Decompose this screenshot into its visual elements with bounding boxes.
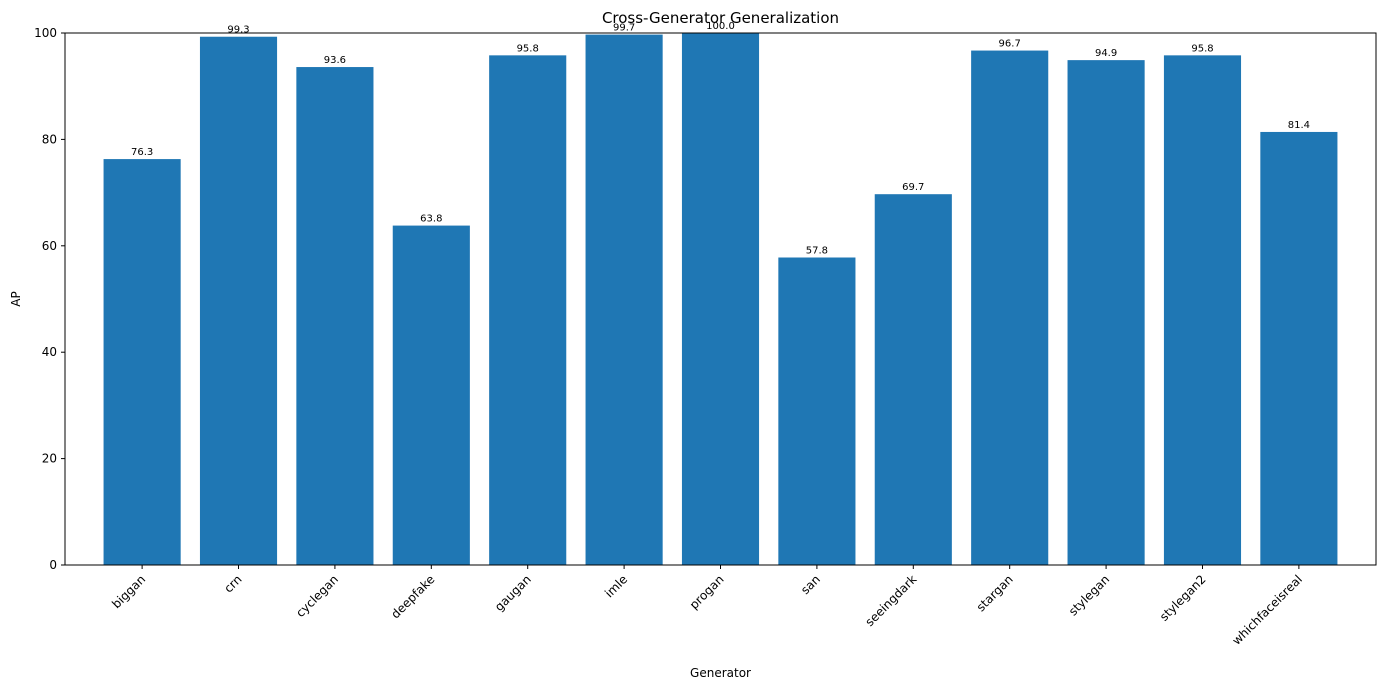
bar-value-label-stylegan2: 95.8 (1191, 43, 1213, 54)
bars-layer (103, 33, 1338, 566)
bar-deepfake (392, 225, 470, 566)
x-tick-label-crn: crn (221, 572, 244, 595)
bar-stargan (971, 50, 1049, 565)
bar-value-label-crn: 99.3 (227, 25, 249, 36)
x-tick-label-imle: imle (602, 572, 630, 600)
x-tick-label-gaugan: gaugan (492, 572, 534, 614)
bar-biggan (103, 159, 181, 566)
y-axis: 0 20 40 60 80 100 (34, 26, 65, 572)
x-tick-label-san: san (798, 572, 823, 597)
y-tick-label-60: 60 (42, 239, 57, 253)
y-tick-label-0: 0 (49, 558, 57, 572)
y-tick-label-40: 40 (42, 345, 57, 359)
x-tick-label-stylegan: stylegan (1066, 572, 1112, 618)
bar-value-label-deepfake: 63.8 (420, 214, 442, 225)
bar-value-label-imle: 99.7 (613, 23, 635, 34)
bar-value-label-biggan: 76.3 (131, 147, 153, 158)
bar-value-label-stargan: 96.7 (999, 39, 1021, 50)
bar-stylegan (1067, 60, 1145, 566)
bar-san (778, 257, 856, 565)
y-tick-label-80: 80 (42, 132, 57, 146)
x-tick-label-stargan: stargan (974, 572, 1016, 614)
x-axis: biggan crn cyclegan deepfake gaugan imle proga… (109, 565, 1305, 648)
x-tick-label-biggan: biggan (109, 572, 148, 611)
y-tick-label-20: 20 (42, 452, 57, 466)
bar-value-labels: 76.3 99.3 93.6 63.8 95.8 99.7 100.0 57.8 69.7 96.… (131, 21, 1310, 257)
x-tick-label-deepfake: deepfake (388, 572, 437, 621)
bar-value-label-cyclegan: 93.6 (324, 55, 346, 66)
bar-cyclegan (296, 67, 374, 565)
bar-whichfaceisreal (1260, 131, 1338, 565)
bar-crn (199, 36, 278, 565)
x-tick-label-stylegan2: stylegan2 (1157, 572, 1209, 624)
x-tick-label-cyclegan: cyclegan (293, 572, 341, 620)
x-tick-label-seeingdark: seeingdark (863, 572, 920, 629)
x-tick-label-whichfaceisreal: whichfaceisreal (1229, 572, 1305, 648)
bar-gaugan (489, 55, 567, 566)
bar-value-label-progan: 100.0 (706, 21, 735, 32)
bar-stylegan2 (1163, 55, 1242, 566)
y-axis-label: AP (9, 291, 23, 306)
bar-value-label-san: 57.8 (806, 246, 828, 257)
bar-value-label-gaugan: 95.8 (517, 43, 539, 54)
bar-value-label-whichfaceisreal: 81.4 (1288, 120, 1310, 131)
x-axis-label: Generator (690, 666, 751, 680)
bar-progan (681, 33, 760, 565)
bar-value-label-stylegan: 94.9 (1095, 48, 1117, 59)
y-tick-label-100: 100 (34, 26, 57, 40)
bar-imle (585, 34, 663, 565)
chart-title: Cross-Generator Generalization (602, 9, 839, 27)
bar-value-label-seeingdark: 69.7 (902, 182, 924, 193)
x-tick-label-progan: progan (687, 572, 727, 612)
bar-seeingdark (874, 194, 952, 566)
